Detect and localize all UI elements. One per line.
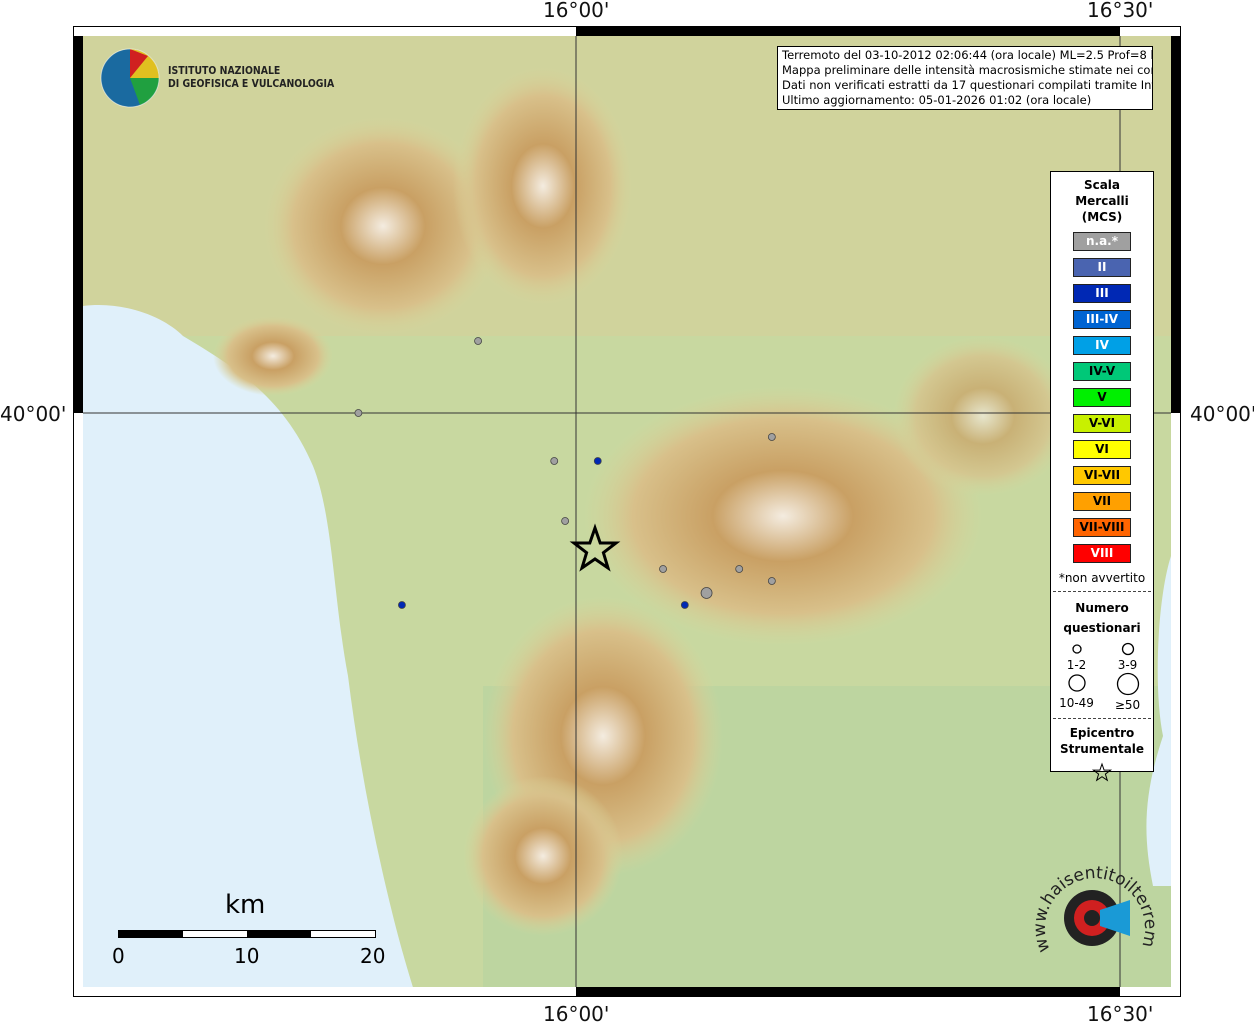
sea-tyrrhenian — [83, 305, 413, 987]
legend-title-line: (MCS) — [1081, 210, 1123, 224]
observation-point[interactable] — [700, 587, 713, 599]
legend-class-swatch: VIII — [1073, 544, 1131, 563]
frame-bar-top — [576, 26, 1120, 36]
observation-point[interactable] — [474, 337, 482, 345]
observation-point[interactable] — [767, 433, 776, 441]
epicenter-title-line: Epicentro — [1069, 726, 1135, 740]
count-title-line: questionari — [1063, 621, 1141, 635]
legend-class-swatch: VI-VII — [1073, 466, 1131, 485]
axis-left-label: 40°00' — [0, 402, 67, 426]
legend-class-swatch: IV — [1073, 336, 1131, 355]
observation-point[interactable] — [354, 409, 363, 417]
info-line: Mappa preliminare delle intensità macros… — [782, 63, 1153, 77]
epicenter-star-icon[interactable] — [569, 523, 621, 572]
legend-title-line: Scala — [1083, 178, 1121, 192]
legend-star-icon — [1091, 762, 1113, 782]
sea-ionian — [1146, 556, 1171, 886]
legend-title-line: Mercalli — [1075, 194, 1129, 208]
frame-bar-bottom — [576, 987, 1120, 997]
count-class-50: ≥50 — [1102, 672, 1153, 712]
legend-class-swatch: VI — [1073, 440, 1131, 459]
observation-point[interactable] — [593, 457, 602, 465]
frame-bar-right — [1171, 36, 1181, 413]
scale-tick: 10 — [234, 944, 260, 968]
count-class-10-49: 10-49 — [1051, 672, 1102, 712]
scale-bar: km 0 10 20 — [110, 890, 390, 970]
axis-top-label: 16°00' — [543, 0, 610, 22]
legend-class-swatch: V-VI — [1073, 414, 1131, 433]
institute-name: ISTITUTO NAZIONALE DI GEOFISICA E VULCAN… — [168, 64, 334, 90]
institute-line: DI GEOFISICA E VULCANOLOGIA — [168, 77, 335, 90]
observation-point[interactable] — [680, 601, 689, 609]
legend-class-swatch: VII-VIII — [1073, 518, 1131, 537]
legend-class-swatch: VII — [1073, 492, 1131, 511]
map-canvas[interactable] — [83, 36, 1171, 987]
axis-bottom-label: 16°00' — [543, 1002, 610, 1026]
legend-title: Scala Mercalli (MCS) — [1051, 177, 1153, 225]
legend-class-swatch: IV-V — [1073, 362, 1131, 381]
axis-bottom-label: 16°30' — [1087, 1002, 1154, 1026]
legend-class-swatch: III-IV — [1073, 310, 1131, 329]
observation-point[interactable] — [659, 565, 667, 573]
info-line: Terremoto del 03-10-2012 02:06:44 (ora l… — [782, 48, 1153, 62]
axis-top-label: 16°30' — [1087, 0, 1154, 22]
observation-point[interactable] — [767, 577, 776, 585]
legend-class-swatch: II — [1073, 258, 1131, 277]
frame-bar-left — [73, 36, 83, 413]
count-label: 10-49 — [1059, 696, 1094, 710]
axis-right-label: 40°00' — [1190, 402, 1254, 426]
observation-point[interactable] — [561, 517, 570, 525]
legend-class-swatch: n.a.* — [1073, 232, 1131, 251]
observation-point[interactable] — [398, 601, 406, 609]
epicenter-title-line: Strumentale — [1059, 742, 1145, 756]
haisentito-logo-icon: www.haisentitoilterremoto.it — [1030, 850, 1160, 955]
count-title-line: Numero — [1075, 601, 1129, 615]
count-label: 3-9 — [1117, 658, 1138, 672]
legend-class-swatch: V — [1073, 388, 1131, 407]
scale-unit: km — [225, 890, 266, 920]
observation-point[interactable] — [550, 457, 559, 465]
legend-class-swatch: III — [1073, 284, 1131, 303]
legend-note: *non avvertito — [1058, 571, 1146, 585]
observation-point[interactable] — [735, 565, 744, 573]
info-line: Ultimo aggiornamento: 05-01-2026 01:02 (… — [782, 93, 1092, 107]
ingv-logo-icon — [100, 48, 160, 108]
count-class-1-2: 1-2 — [1051, 642, 1102, 672]
scale-tick: 20 — [360, 944, 386, 968]
event-info-box: Terremoto del 03-10-2012 02:06:44 (ora l… — [777, 46, 1153, 110]
institute-line: ISTITUTO NAZIONALE — [168, 64, 281, 77]
count-label: ≥50 — [1114, 698, 1141, 712]
count-label: 1-2 — [1066, 658, 1087, 672]
info-line: Dati non verificati estratti da 17 quest… — [782, 78, 1153, 92]
count-class-3-9: 3-9 — [1102, 642, 1153, 672]
scale-tick: 0 — [112, 944, 125, 968]
legend: Scala Mercalli (MCS) n.a.* II III III-IV IV I… — [1050, 171, 1154, 782]
